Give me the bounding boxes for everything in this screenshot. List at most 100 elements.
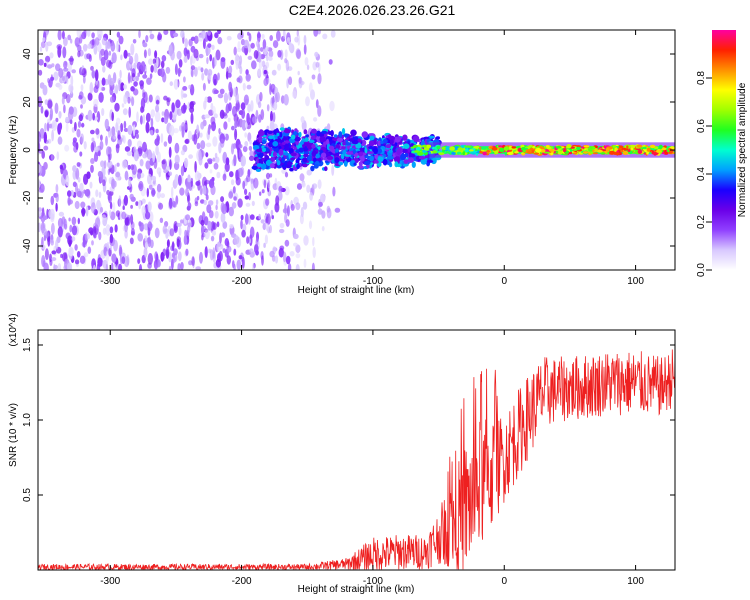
spectrogram-cell [159, 217, 164, 223]
spectrogram-cell [105, 224, 111, 236]
spectrogram-cell [614, 152, 620, 156]
spectrogram-cell [418, 155, 426, 160]
spectrogram-cell [74, 121, 77, 132]
spectrogram-cell [279, 131, 283, 138]
spectrogram-cell [269, 163, 275, 169]
spectrogram-cell [187, 202, 192, 210]
spectrogram-cell [306, 64, 310, 71]
spectrogram-cell [178, 226, 182, 236]
spectrogram-cell [44, 110, 49, 118]
spectrogram-cell [360, 147, 364, 151]
spectrogram-cell [47, 118, 51, 124]
spectrogram-cell [297, 70, 300, 76]
spectrogram-cell [119, 82, 125, 92]
spectrogram-cell [120, 122, 124, 133]
spectrogram-cell [281, 168, 287, 174]
spectrogram-cell [253, 177, 259, 189]
spectrogram-cell [272, 141, 279, 147]
spectrogram-cell [311, 128, 317, 134]
spectrogram-cell [609, 150, 615, 155]
spectrogram-cell [51, 129, 54, 142]
spectrogram-cell [162, 225, 167, 235]
spectrogram-cell [168, 197, 173, 209]
spectrogram-cell [229, 224, 234, 229]
spectrogram-cell [255, 148, 263, 153]
spectrogram-cell [247, 103, 252, 113]
spectrogram-cell [253, 50, 259, 59]
spectrogram-cell [566, 144, 572, 149]
spectrogram-cell [209, 54, 213, 62]
spectrogram-cell [284, 58, 288, 64]
spectrogram-cell [85, 205, 89, 217]
spectrogram-cell [66, 76, 69, 85]
spectrogram-cell [414, 150, 419, 153]
spectrogram-cell [317, 30, 321, 35]
spectrogram-cell [276, 160, 281, 166]
spectrogram-cell [165, 246, 170, 259]
x-tick-label: 0 [501, 276, 507, 287]
spectrogram-cell [122, 108, 128, 116]
spectrogram-cell [214, 210, 219, 219]
spectrogram-cell [508, 145, 513, 150]
spectrogram-cell [122, 205, 125, 210]
spectrogram-cell [216, 171, 221, 179]
spectrogram-cell [205, 152, 209, 158]
spectrogram-cell [269, 120, 275, 131]
spectrogram-cell [211, 44, 215, 50]
spectrogram-cell [289, 167, 294, 172]
spectrogram-cell [276, 30, 281, 42]
spectrogram-cell [121, 159, 128, 169]
spectrogram-cell [68, 246, 74, 257]
spectrogram-cell [50, 76, 55, 81]
spectrogram-cell [40, 105, 44, 114]
spectrogram-cell [71, 225, 78, 236]
spectrogram-cell [94, 146, 99, 153]
spectrogram-cell [148, 184, 153, 190]
spectrogram-cell [557, 150, 563, 155]
spectrogram-cell [90, 158, 95, 164]
spectrogram-cell [215, 49, 221, 61]
spectrogram-cell [136, 111, 139, 123]
spectrogram-cell [109, 209, 112, 217]
y-tick-label: 40 [22, 48, 33, 60]
spectrogram-cell [308, 82, 313, 93]
spectrogram-cell [211, 121, 216, 132]
spectrogram-cell [372, 147, 378, 155]
spectrogram-cell [246, 84, 252, 90]
spectrogram-cell [195, 181, 201, 186]
spectrogram-cell [582, 151, 589, 154]
spectrogram-cell [91, 70, 96, 79]
spectrogram-cell [279, 228, 285, 234]
spectrogram-cell [157, 34, 161, 41]
spectrogram-cell [451, 152, 456, 155]
spectrogram-cell [109, 96, 115, 103]
spectrogram-cell [132, 124, 136, 137]
spectrogram-cell [462, 150, 466, 156]
spectrogram-cell [70, 38, 73, 44]
spectrogram-cell [321, 152, 327, 158]
spectrogram-cell [120, 54, 123, 61]
spectrogram-cell [38, 59, 44, 66]
spectrogram-cell [295, 202, 301, 211]
spectrogram-cell [203, 100, 207, 110]
spectrogram-cell [272, 151, 277, 158]
spectrogram-cell [194, 161, 197, 173]
spectrogram-cell [228, 191, 234, 199]
spectrogram-cell [220, 196, 225, 203]
spectrogram-cell [90, 202, 96, 214]
spectrogram-cell [303, 44, 307, 55]
spectrogram-cell [303, 129, 308, 135]
spectrogram-cell [249, 226, 255, 239]
spectrogram-cell [264, 234, 268, 245]
spectrogram-cell [285, 219, 290, 227]
spectrogram-cell [222, 221, 228, 229]
spectrogram-cell [119, 69, 122, 79]
spectrogram-cell [622, 151, 629, 155]
spectrogram-cell [155, 111, 161, 123]
spectrogram-cell [260, 219, 265, 224]
spectrogram-cell [352, 149, 356, 155]
spectrogram-cell [464, 145, 472, 148]
spectrogram-cell [138, 199, 142, 210]
spectrogram-cell [212, 247, 216, 259]
spectrogram-cell [178, 59, 183, 68]
